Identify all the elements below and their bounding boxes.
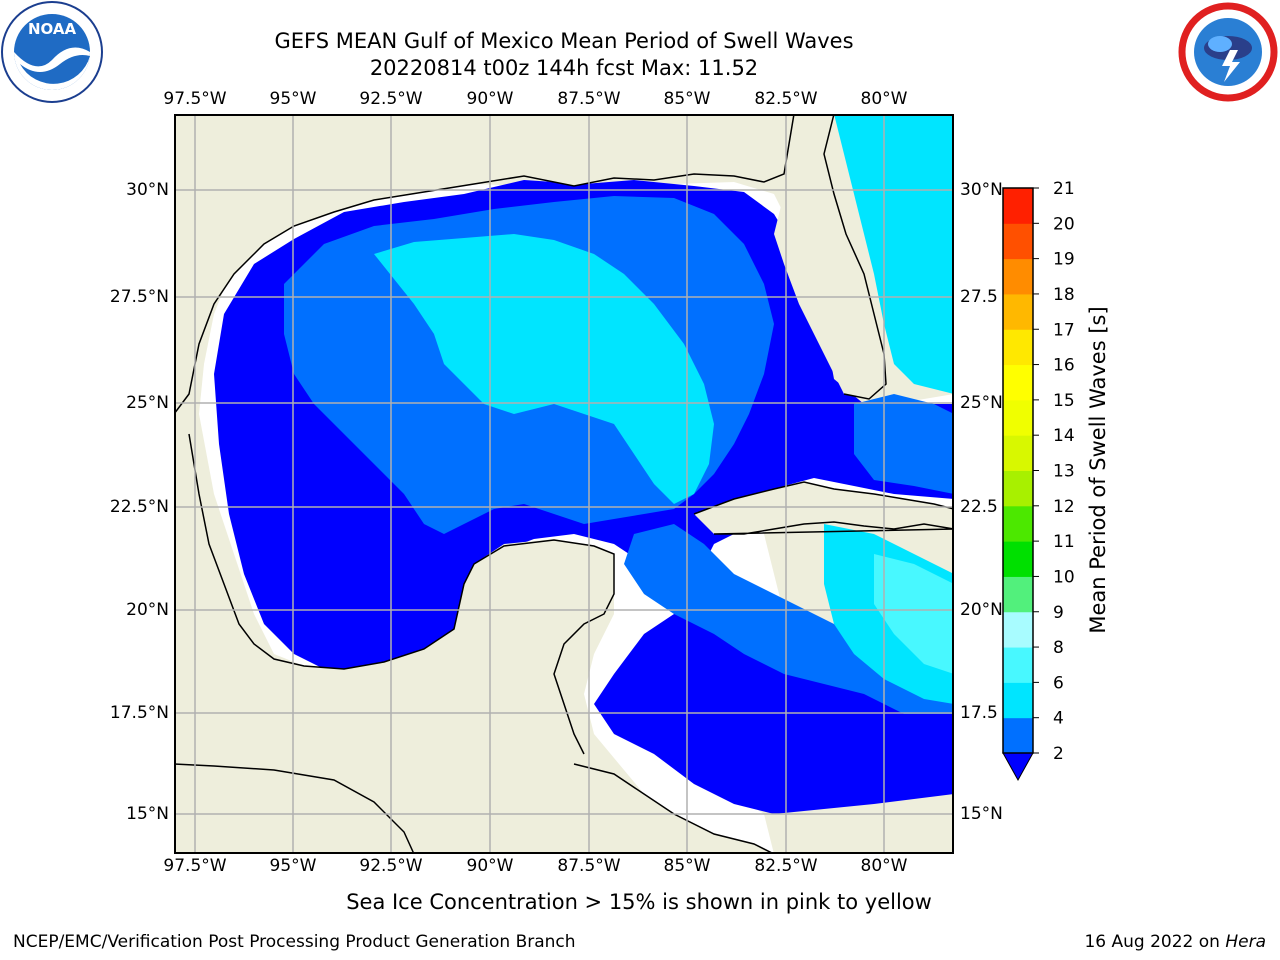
lat-label-right: 15°N <box>960 804 1003 824</box>
colorbar-tick-label: 8 <box>1053 638 1064 658</box>
colorbar-segment <box>1003 399 1033 436</box>
colorbar-tick-label: 12 <box>1053 497 1075 517</box>
colorbar-tick-label: 10 <box>1053 567 1075 587</box>
lat-label-right: 27.5 <box>960 287 998 307</box>
coastline <box>174 763 415 854</box>
lon-label-bottom: 85°W <box>663 856 711 876</box>
map-subtitle: 20220814 t00z 144h fcst Max: 11.52 <box>369 56 759 80</box>
lon-label-top: 90°W <box>466 89 514 109</box>
colorbar-under-arrow <box>1002 752 1034 782</box>
colorbar-tick-label: 14 <box>1053 426 1075 446</box>
us-gulf-coast <box>174 114 794 414</box>
svg-text:NOAA: NOAA <box>28 20 77 38</box>
central-america <box>414 764 774 854</box>
lon-label-top: 97.5°W <box>163 89 227 109</box>
coastline <box>823 114 887 400</box>
colorbar-tick-label: 20 <box>1053 214 1075 234</box>
sea-ice-footnote: Sea Ice Concentration > 15% is shown in … <box>346 890 932 914</box>
lon-label-bottom: 95°W <box>269 856 317 876</box>
lon-label-bottom: 87.5°W <box>557 856 621 876</box>
map-title: GEFS MEAN Gulf of Mexico Mean Period of … <box>274 29 854 53</box>
lat-label-left: 22.5°N <box>109 497 169 517</box>
lat-label-left: 25°N <box>126 393 169 413</box>
colorbar-segment <box>1003 435 1033 471</box>
date-text: 16 Aug 2022 on <box>1084 932 1220 952</box>
yucatan-peninsula <box>454 540 614 774</box>
lat-label-right: 20°N <box>960 600 1003 620</box>
colorbar-tick-label: 6 <box>1053 673 1064 693</box>
colorbar-segment <box>1003 647 1033 683</box>
lon-label-top: 92.5°W <box>359 89 423 109</box>
swell-period-4-to-6 <box>374 234 714 504</box>
lat-label-left: 17.5°N <box>109 703 169 723</box>
colorbar-tick-label: 11 <box>1053 532 1075 552</box>
colorbar-tick-label: 13 <box>1053 462 1075 482</box>
graticule-grid <box>174 114 954 854</box>
generation-date: 16 Aug 2022 on Hera <box>1084 932 1266 952</box>
swell-period-6-to-8 <box>874 554 954 674</box>
colorbar-label: Mean Period of Swell Waves [s] <box>1086 306 1110 634</box>
colorbar-segment <box>1003 188 1033 224</box>
lon-label-top: 87.5°W <box>557 89 621 109</box>
colorbar-segment <box>1003 576 1033 613</box>
colorbar-segment <box>1003 611 1033 648</box>
colorbar-tick-label: 16 <box>1053 356 1075 376</box>
colorbar-segment <box>1003 329 1033 366</box>
lon-label-bottom: 82.5°W <box>754 856 818 876</box>
colorbar-tick-label: 18 <box>1053 285 1075 305</box>
swell-period-2-to-4 <box>854 394 954 494</box>
lat-label-left: 20°N <box>126 600 169 620</box>
map-frame <box>174 114 954 854</box>
colorbar: 2 4 6 8 9 10 11 12 13 14 15 16 17 18 19 20 21 <box>1002 180 1075 782</box>
noaa-logo: NOAA <box>1 1 103 103</box>
colorbar-segment <box>1003 541 1033 577</box>
national-weather-service-logo <box>1178 2 1278 102</box>
colorbar-segment <box>1003 364 1033 401</box>
lat-label-left: 30°N <box>126 180 169 200</box>
colorbar-segment <box>1003 293 1033 330</box>
colorbar-segment <box>1003 682 1033 719</box>
credit-line: NCEP/EMC/Verification Post Processing Pr… <box>13 932 576 952</box>
lon-label-top: 85°W <box>663 89 711 109</box>
colorbar-segment <box>1003 258 1033 295</box>
colorbar-segment <box>1003 223 1033 260</box>
colorbar-tick-label: 4 <box>1053 709 1064 729</box>
lat-label-right: 30°N <box>960 180 1003 200</box>
mexico-coast <box>174 414 734 854</box>
colorbar-segment <box>1003 717 1033 754</box>
coastline <box>174 114 795 415</box>
colorbar-tick-label: 21 <box>1053 180 1075 199</box>
lon-label-bottom: 97.5°W <box>163 856 227 876</box>
colorbar-tick-label: 19 <box>1053 250 1075 270</box>
cuba <box>694 482 954 534</box>
lon-label-bottom: 92.5°W <box>359 856 423 876</box>
lat-label-right: 25°N <box>960 393 1003 413</box>
colorbar-tick-label: 9 <box>1053 603 1064 623</box>
lat-label-right: 22.5 <box>960 497 998 517</box>
lon-label-bottom: 90°W <box>466 856 514 876</box>
colorbar-tick-label: 17 <box>1053 320 1075 340</box>
colorbar-tick-label: 15 <box>1053 391 1075 411</box>
machine-name: Hera <box>1225 932 1266 952</box>
swell-period-4-to-6 <box>834 114 954 394</box>
colorbar-segment <box>1003 470 1033 507</box>
colorbar-tick-label: 2 <box>1053 744 1064 764</box>
lat-label-right: 17.5 <box>960 703 998 723</box>
colorbar-segment <box>1003 505 1033 542</box>
lon-label-top: 95°W <box>269 89 317 109</box>
coastline <box>693 481 954 535</box>
gulf-of-mexico-map <box>174 114 954 854</box>
lon-label-bottom: 80°W <box>860 856 908 876</box>
lon-label-top: 80°W <box>860 89 908 109</box>
lat-label-left: 15°N <box>126 804 169 824</box>
lat-label-left: 27.5°N <box>109 287 169 307</box>
lon-label-top: 82.5°W <box>754 89 818 109</box>
coastline <box>188 433 615 755</box>
florida-peninsula <box>774 114 886 399</box>
